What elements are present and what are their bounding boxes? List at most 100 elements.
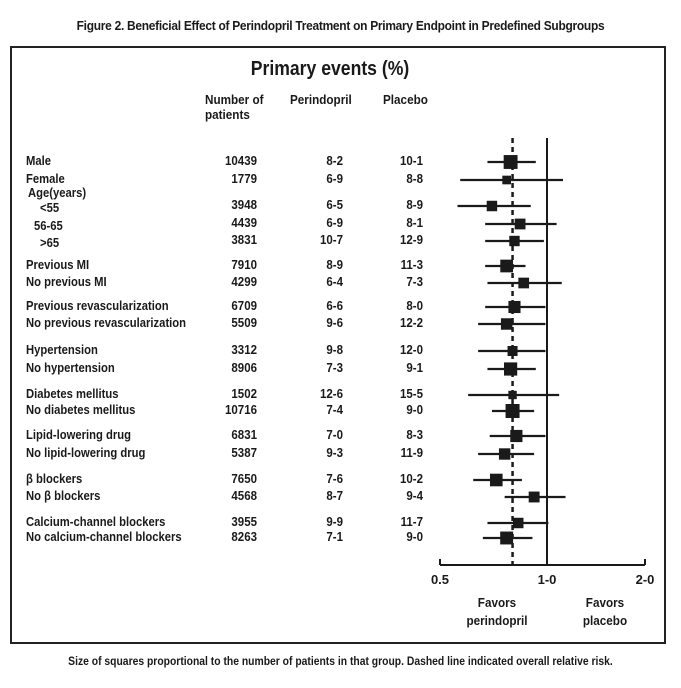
- subgroup-estimate: [487, 517, 549, 529]
- placebo-rate: 8-8: [406, 172, 423, 186]
- subgroup-estimate: [487, 362, 536, 376]
- column-header-n-line1: Number of: [205, 92, 264, 107]
- figure-frame: [10, 46, 666, 644]
- patients-count: 8906: [231, 361, 257, 375]
- favors-left-line1: Favors: [477, 595, 517, 610]
- placebo-rate: 10-1: [399, 154, 423, 168]
- subgroup-label: Hypertension: [26, 343, 98, 357]
- subgroup-label: Female: [26, 172, 65, 186]
- patients-count: 6709: [231, 299, 257, 313]
- favors-right-line1: Favors: [585, 595, 625, 610]
- patients-count: 1779: [231, 172, 257, 186]
- point-estimate-square: [508, 390, 517, 400]
- patients-count: 3831: [231, 233, 257, 247]
- point-estimate-square: [508, 300, 521, 314]
- subgroup-header: Age(years): [28, 186, 87, 200]
- column-header-n: Number of patients: [205, 92, 264, 122]
- placebo-rate: 10-2: [399, 472, 423, 486]
- figure-title: Figure 2. Beneficial Effect of Perindopr…: [76, 18, 605, 33]
- patients-count: 7650: [231, 472, 257, 486]
- subgroup-label: <55: [40, 201, 60, 215]
- subgroup-estimate: [485, 300, 546, 314]
- subgroup-label: No lipid-lowering drug: [26, 446, 146, 460]
- patients-count: 7910: [231, 258, 257, 272]
- favors-left-line2: perindopril: [466, 613, 528, 628]
- subgroup-estimate: [491, 404, 535, 418]
- point-estimate-square: [528, 491, 540, 503]
- point-estimate-square: [503, 155, 518, 169]
- perindopril-rate: 6-9: [326, 172, 343, 186]
- subgroup-estimate: [457, 200, 531, 212]
- point-estimate-square: [505, 404, 520, 418]
- point-estimate-square: [518, 277, 530, 289]
- placebo-rate: 9-4: [406, 489, 423, 503]
- point-estimate-square: [498, 448, 511, 460]
- subgroup-estimate: [504, 491, 566, 503]
- perindopril-rate: 6-4: [326, 275, 343, 289]
- subgroup-estimate: [485, 218, 557, 230]
- favors-right-line2: placebo: [582, 613, 628, 628]
- placebo-rate: 8-0: [406, 299, 423, 313]
- point-estimate-square: [507, 345, 518, 357]
- point-estimate-square: [489, 473, 503, 487]
- perindopril-rate: 6-9: [326, 216, 343, 230]
- footnote: Size of squares proportional to the numb…: [68, 656, 613, 668]
- placebo-rate: 7-3: [406, 275, 423, 289]
- placebo-rate: 8-9: [406, 198, 423, 212]
- patients-count: 3955: [231, 515, 257, 529]
- perindopril-rate: 9-3: [326, 446, 343, 460]
- subgroup-label: Male: [26, 154, 52, 168]
- placebo-rate: 11-9: [400, 446, 423, 460]
- patients-count: 10716: [225, 403, 257, 417]
- patients-count: 4568: [231, 489, 257, 503]
- placebo-rate: 11-7: [400, 515, 423, 529]
- perindopril-rate: 7-6: [326, 472, 343, 486]
- perindopril-rate: 7-1: [326, 530, 343, 544]
- column-header-perindopril: Perindopril: [290, 92, 352, 107]
- point-estimate-square: [504, 362, 518, 376]
- subgroup-label: Calcium-channel blockers: [26, 515, 166, 529]
- favors-perindopril-label: Favors perindopril: [457, 594, 538, 630]
- x-tick-label: 2-0: [636, 572, 655, 587]
- subgroup-label: Lipid-lowering drug: [26, 428, 131, 442]
- patients-count: 6831: [231, 428, 257, 442]
- column-header-placebo: Placebo: [383, 92, 428, 107]
- subgroup-label: No β blockers: [26, 489, 101, 503]
- point-estimate-square: [502, 175, 511, 185]
- perindopril-rate: 9-6: [326, 316, 343, 330]
- subgroup-label: >65: [40, 236, 60, 250]
- perindopril-rate: 8-7: [326, 489, 343, 503]
- perindopril-rate: 8-2: [326, 154, 343, 168]
- point-estimate-square: [514, 218, 526, 230]
- placebo-rate: 8-3: [406, 428, 423, 442]
- subgroup-label: No diabetes mellitus: [26, 403, 136, 417]
- placebo-rate: 15-5: [399, 387, 423, 401]
- subgroup-estimate: [473, 473, 522, 487]
- x-tick-label: 1-0: [538, 572, 557, 587]
- x-tick-label: 0.5: [431, 572, 449, 587]
- subgroup-label: Previous revascularization: [26, 299, 169, 313]
- point-estimate-square: [486, 200, 498, 212]
- placebo-rate: 12-9: [399, 233, 423, 247]
- favors-placebo-label: Favors placebo: [565, 594, 646, 630]
- placebo-rate: 9-1: [406, 361, 423, 375]
- point-estimate-square: [500, 259, 514, 273]
- patients-count: 5509: [231, 316, 257, 330]
- subgroup-label: No previous revascularization: [26, 316, 187, 330]
- point-estimate-square: [500, 318, 513, 330]
- placebo-rate: 11-3: [400, 258, 423, 272]
- subgroup-estimate: [489, 429, 546, 443]
- subgroup-label: Diabetes mellitus: [26, 387, 119, 401]
- placebo-rate: 12-0: [399, 343, 423, 357]
- patients-count: 5387: [231, 446, 257, 460]
- perindopril-rate: 7-4: [326, 403, 343, 417]
- subgroup-label: No calcium-channel blockers: [26, 530, 182, 544]
- subgroup-estimate: [487, 155, 536, 169]
- patients-count: 8263: [231, 530, 257, 544]
- perindopril-rate: 6-6: [326, 299, 343, 313]
- patients-count: 3948: [231, 198, 257, 212]
- column-header-n-line2: patients: [205, 107, 250, 122]
- subgroup-estimate: [468, 390, 560, 400]
- perindopril-rate: 9-9: [326, 515, 343, 529]
